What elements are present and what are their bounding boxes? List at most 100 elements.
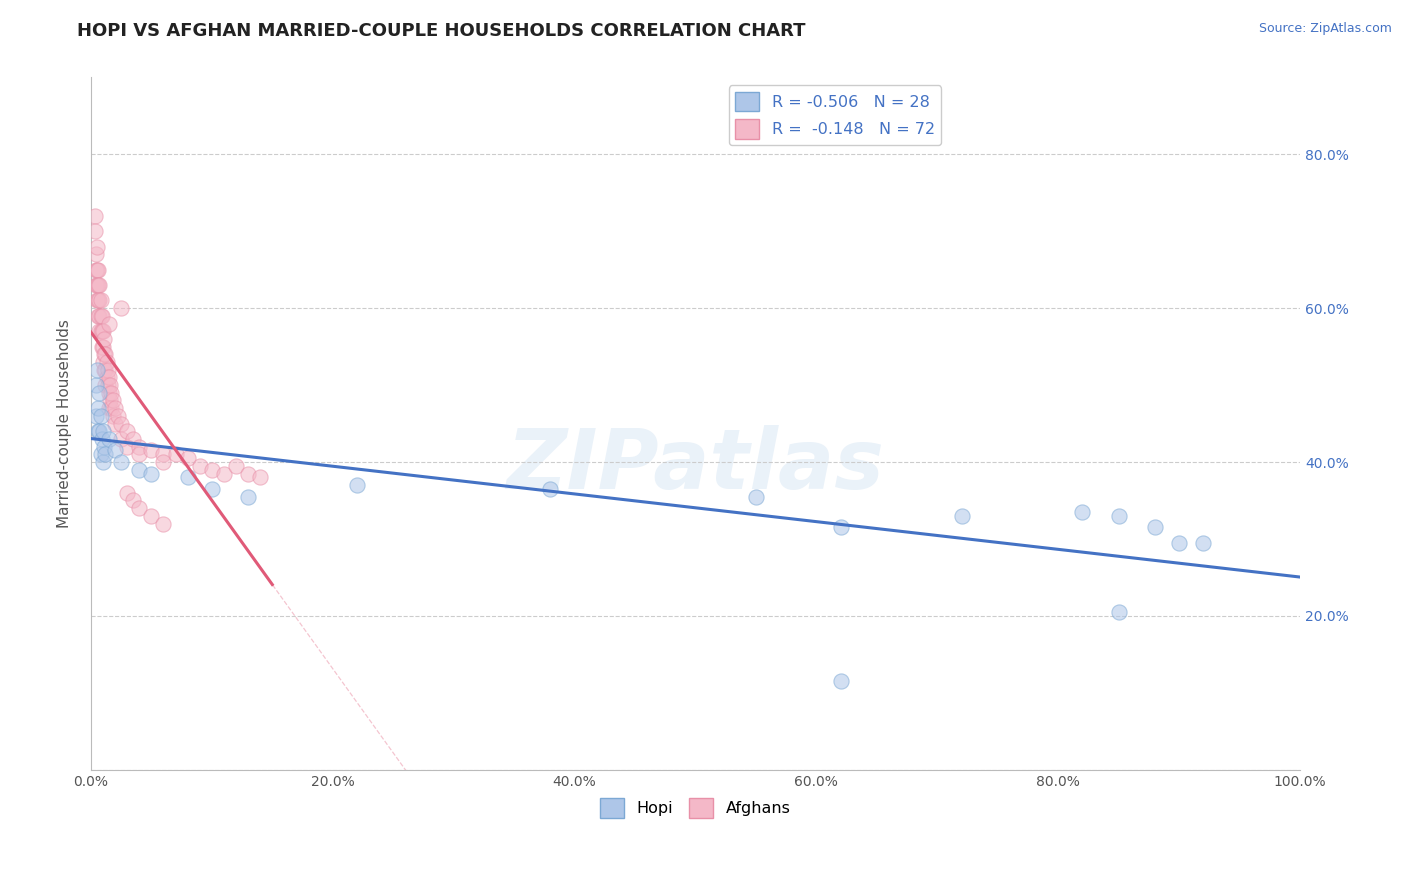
Text: HOPI VS AFGHAN MARRIED-COUPLE HOUSEHOLDS CORRELATION CHART: HOPI VS AFGHAN MARRIED-COUPLE HOUSEHOLDS… [77, 22, 806, 40]
Text: Source: ZipAtlas.com: Source: ZipAtlas.com [1258, 22, 1392, 36]
Point [87, 278, 110, 293]
Point [94, 447, 117, 461]
Point [830, 674, 852, 689]
Point [96, 355, 118, 369]
Point [538, 482, 561, 496]
Point [152, 516, 174, 531]
Point [90, 324, 112, 338]
Point [86, 278, 108, 293]
Point [86, 262, 108, 277]
Point [90, 432, 112, 446]
Point [104, 401, 127, 416]
Point [93, 440, 115, 454]
Point [90, 309, 112, 323]
Point [90, 309, 112, 323]
Point [101, 409, 124, 423]
Point [115, 424, 138, 438]
Point [86, 240, 108, 254]
Point [101, 393, 124, 408]
Point [90, 409, 112, 423]
Point [89, 424, 111, 438]
Point [152, 455, 174, 469]
Point [91, 324, 114, 338]
Point [90, 324, 112, 338]
Point [98, 370, 121, 384]
Point [98, 317, 121, 331]
Point [94, 362, 117, 376]
Point [98, 401, 121, 416]
Point [128, 440, 150, 454]
Point [249, 470, 271, 484]
Point [98, 432, 121, 446]
Point [89, 385, 111, 400]
Point [90, 447, 112, 461]
Point [84, 247, 107, 261]
Point [1143, 520, 1166, 534]
Point [745, 490, 768, 504]
Point [100, 385, 122, 400]
Text: ZIPatlas: ZIPatlas [506, 425, 884, 506]
Point [152, 447, 174, 461]
Point [87, 293, 110, 308]
Point [1168, 535, 1191, 549]
Point [141, 508, 163, 523]
Point [115, 440, 138, 454]
Point [98, 378, 121, 392]
Point [110, 301, 132, 315]
Point [91, 424, 114, 438]
Point [110, 455, 132, 469]
Point [84, 262, 107, 277]
Point [100, 401, 122, 416]
Point [84, 409, 107, 423]
Point [86, 362, 108, 376]
Point [96, 370, 118, 384]
Point [87, 401, 110, 416]
Y-axis label: Married-couple Households: Married-couple Households [58, 319, 72, 528]
Point [128, 447, 150, 461]
Point [176, 470, 198, 484]
Point [110, 417, 132, 431]
Point [141, 467, 163, 481]
Point [122, 432, 145, 446]
Point [1071, 505, 1094, 519]
Point [89, 278, 111, 293]
Point [201, 482, 224, 496]
Point [94, 347, 117, 361]
Legend: Hopi, Afghans: Hopi, Afghans [593, 792, 797, 824]
Point [98, 385, 121, 400]
Point [90, 293, 112, 308]
Point [225, 458, 247, 473]
Point [830, 520, 852, 534]
Point [212, 467, 235, 481]
Point [87, 309, 110, 323]
Point [91, 455, 114, 469]
Point [107, 409, 129, 423]
Point [128, 501, 150, 516]
Point [104, 417, 127, 431]
Point [84, 378, 107, 392]
Point [1108, 508, 1130, 523]
Point [91, 355, 114, 369]
Point [141, 443, 163, 458]
Point [236, 467, 259, 481]
Point [83, 224, 105, 238]
Point [1108, 605, 1130, 619]
Point [97, 378, 120, 392]
Point [950, 508, 973, 523]
Point [346, 478, 368, 492]
Point [83, 209, 105, 223]
Point [201, 463, 224, 477]
Point [236, 490, 259, 504]
Point [87, 424, 110, 438]
Point [90, 340, 112, 354]
Point [93, 347, 115, 361]
Point [89, 309, 111, 323]
Point [89, 293, 111, 308]
Point [93, 362, 115, 376]
Point [122, 493, 145, 508]
Point [128, 463, 150, 477]
Point [104, 443, 127, 458]
Point [86, 293, 108, 308]
Point [93, 332, 115, 346]
Point [91, 340, 114, 354]
